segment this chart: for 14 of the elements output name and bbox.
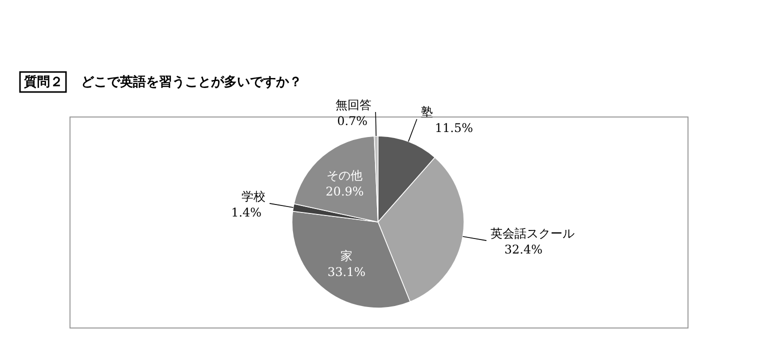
data-label: 20.9% xyxy=(326,184,364,199)
chart-subtitle: どこで英語を習うことが多いですか？ xyxy=(81,74,302,90)
header: 質問２ どこで英語を習うことが多いですか？ xyxy=(19,71,302,93)
slice-label: その他 xyxy=(326,168,363,183)
data-label: 0.7% xyxy=(337,114,368,128)
slice-label: 塾 xyxy=(420,105,433,120)
slice-label: 英会話スクール xyxy=(490,226,574,241)
data-label: 11.5% xyxy=(434,121,474,136)
data-label: 33.1% xyxy=(327,264,366,279)
slice-label: 家 xyxy=(340,248,352,263)
data-label: 1.4% xyxy=(231,205,262,220)
slice-label: 無回答 xyxy=(336,98,372,112)
data-label: 32.4% xyxy=(504,242,543,257)
slice-label: 学校 xyxy=(242,189,266,204)
